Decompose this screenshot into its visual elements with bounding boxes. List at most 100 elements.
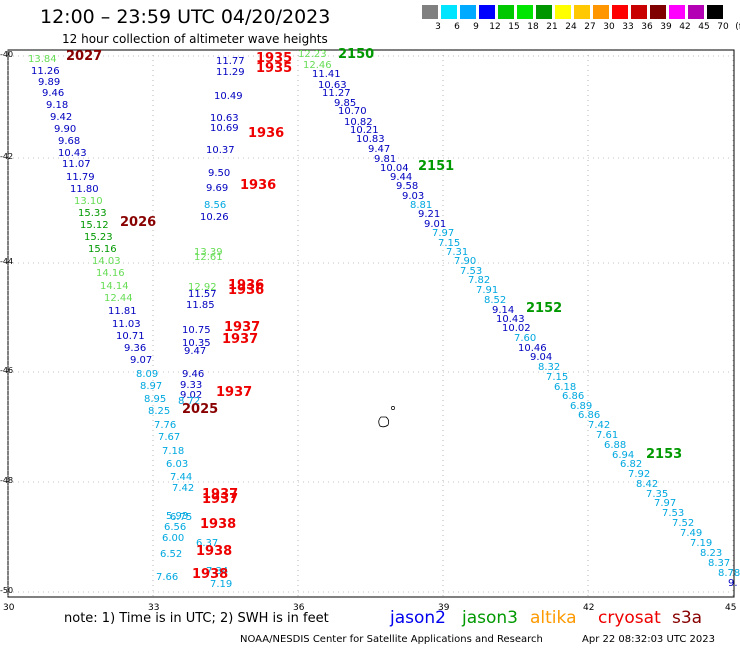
swh-label: 7.60 [514,333,536,344]
pass-time-label: 2027 [66,49,102,64]
pass-time-label: 1938 [196,544,232,559]
lon-tick-label: 33 [148,603,160,613]
swh-label: 11.57 [188,289,217,300]
swh-label: 7.82 [468,275,490,286]
swh-label: 9.36 [124,343,146,354]
swh-label: 8.52 [484,295,506,306]
colorbar-swatch [422,5,438,19]
colorbar-label: 9 [473,22,479,32]
swh-label: 12.46 [303,60,332,71]
swh-label: 10.63 [210,113,239,124]
swh-label: 9.02 [180,390,202,401]
swh-label: 6.18 [554,382,576,393]
swh-label: 10.75 [182,325,211,336]
lat-tick-label: -40 [0,50,14,59]
swh-label: 15.16 [88,244,117,255]
swh-label: 6.52 [160,549,182,560]
swh-label: 9.44 [390,172,412,183]
satellite-jason3: jason3 [462,608,518,628]
pass-time-label: 1936 [228,278,264,293]
swh-label: 8.81 [410,200,432,211]
swh-label: 9.68 [58,136,80,147]
pass-time-label: 1937 [202,492,238,507]
swh-label: 9.89 [38,77,60,88]
map-frame [7,49,735,598]
colorbar-label: 6 [454,22,460,32]
swh-label: 13.84 [28,54,57,65]
swh-label: 6.37 [196,538,218,549]
swh-label: 9.47 [184,346,206,357]
colorbar-label: 21 [546,22,558,32]
colorbar-swatch [707,5,723,19]
swh-label: 12.23 [298,49,327,60]
satellite-s3a: s3a [672,608,703,628]
swh-label: 9.04 [530,352,552,363]
swh-label: 11.27 [322,88,351,99]
swh-label: 11.41 [312,69,341,80]
swh-label: 11.29 [216,67,245,78]
swh-label: 10.46 [518,343,547,354]
swh-label: 7.31 [446,247,468,258]
swh-label: 11.07 [62,159,91,170]
swh-label: 6.89 [570,401,592,412]
swh-label: 7.19 [210,579,232,590]
swh-label: 11.03 [112,319,141,330]
swh-label: 7.91 [476,285,498,296]
lon-tick-label: 39 [438,603,450,613]
swh-label: 6.88 [604,440,626,451]
swh-label: 9.81 [374,154,396,165]
colorbar-swatch [688,5,704,19]
satellite-jason2: jason2 [390,608,446,628]
colorbar-swatch [460,5,476,19]
swh-label: 7.92 [628,469,650,480]
swh-label: 6.75 [170,512,192,523]
swh-label: 10.43 [496,314,525,325]
colorbar-label: 15 [508,22,520,32]
swh-label: 10.04 [380,163,409,174]
pass-time-label: 2150 [338,47,374,62]
swh-label: 14.16 [96,268,125,279]
swh-label: 9.69 [206,183,228,194]
swh-label: 10.26 [200,212,229,223]
swh-label: 9.47 [368,144,390,155]
swh-label: 13.10 [74,196,103,207]
colorbar-swatch [555,5,571,19]
swh-label: 9.50 [208,168,230,179]
swh-label: 8.97 [140,381,162,392]
colorbar-swatch [441,5,457,19]
pass-time-label: 1937 [216,385,252,400]
swh-label: 6.56 [164,522,186,533]
swh-label: 7.76 [154,420,176,431]
lon-tick-label: 42 [583,603,595,613]
swh-label: 10.83 [356,134,385,145]
swh-label: 8.42 [636,479,658,490]
pass-time-label: 1937 [224,320,260,335]
pass-time-label: 1936 [248,126,284,141]
swh-label: 12.61 [194,252,223,263]
colorbar-swatch [669,5,685,19]
lat-tick-label: -44 [0,257,14,266]
swh-label: 14.14 [100,281,129,292]
colorbar-label: 24 [565,22,577,32]
swh-label: 8.09 [136,369,158,380]
lon-tick-label: 45 [725,603,737,613]
swh-label: 9.85 [334,98,356,109]
swh-label: 11.79 [66,172,95,183]
pass-time-label: 1937 [222,332,258,347]
colorbar-swatch [498,5,514,19]
swh-label: 7.49 [680,528,702,539]
pass-time-label: 1936 [240,178,276,193]
swh-label: 6.82 [620,459,642,470]
lon-tick-label: 36 [293,603,305,613]
colorbar-swatch [631,5,647,19]
pass-time-label: 1938 [200,517,236,532]
colorbar-swatch [517,5,533,19]
swh-label: 7.53 [662,508,684,519]
swh-label: 9.42 [50,112,72,123]
swh-label: 10.69 [210,123,239,134]
pass-time-label: 1937 [202,487,238,502]
pass-time-label: 2153 [646,447,682,462]
swh-label: 8.23 [700,548,722,559]
swh-label: 12.92 [188,282,217,293]
swh-label: 11.81 [108,306,137,317]
